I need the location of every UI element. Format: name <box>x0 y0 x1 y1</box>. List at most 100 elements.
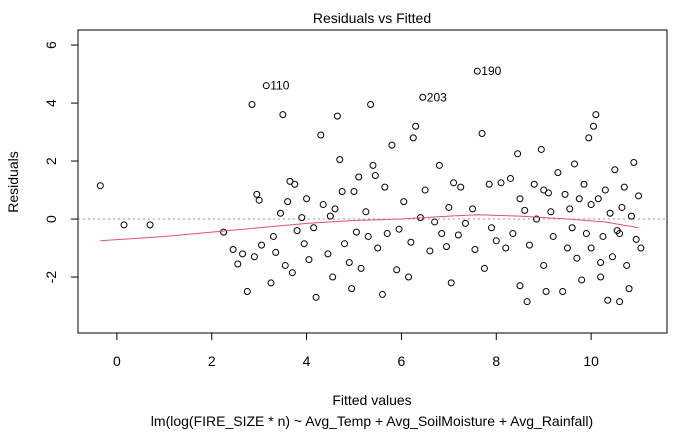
point <box>412 122 420 130</box>
point <box>431 218 439 226</box>
point <box>488 224 496 232</box>
point <box>248 101 256 109</box>
point <box>480 264 488 272</box>
point <box>473 67 481 75</box>
point <box>272 248 280 256</box>
x-tick-label: 6 <box>398 353 406 369</box>
point <box>352 228 360 236</box>
point <box>281 261 289 269</box>
point <box>383 230 391 238</box>
point <box>345 259 353 267</box>
point <box>229 245 237 253</box>
point <box>450 179 458 187</box>
point <box>362 208 370 216</box>
point <box>604 296 612 304</box>
y-tick-label: -2 <box>43 271 59 284</box>
point <box>388 141 396 149</box>
point <box>578 276 586 284</box>
point <box>587 244 595 252</box>
point <box>454 231 462 239</box>
point <box>540 186 548 194</box>
point <box>573 254 581 262</box>
point <box>279 111 287 119</box>
point <box>623 261 631 269</box>
point <box>616 298 624 306</box>
point <box>447 279 455 287</box>
x-tick-label: 2 <box>208 353 216 369</box>
point <box>635 192 643 200</box>
point <box>549 232 557 240</box>
point <box>357 264 365 272</box>
point <box>521 206 529 214</box>
point <box>250 253 258 261</box>
point <box>419 93 427 101</box>
point <box>338 188 346 196</box>
point <box>575 195 583 203</box>
point <box>348 285 356 293</box>
point <box>611 166 619 174</box>
point <box>393 266 401 274</box>
point <box>587 201 595 209</box>
point <box>563 244 571 252</box>
point-label: 190 <box>481 64 501 78</box>
point <box>326 212 334 220</box>
point <box>616 230 624 238</box>
point <box>497 179 505 187</box>
point-label: 203 <box>427 90 447 104</box>
point <box>445 203 453 211</box>
point <box>421 186 429 194</box>
point <box>533 215 541 223</box>
point <box>559 288 567 296</box>
point <box>580 180 588 188</box>
point <box>457 183 465 191</box>
point <box>606 209 614 217</box>
point <box>492 237 500 245</box>
point <box>509 230 517 238</box>
point <box>426 247 434 255</box>
point <box>637 244 645 252</box>
point <box>630 159 638 167</box>
point <box>319 201 327 209</box>
point <box>502 244 510 252</box>
point <box>485 180 493 188</box>
point <box>530 180 538 188</box>
point <box>329 273 337 281</box>
point <box>355 173 363 181</box>
point <box>239 250 247 258</box>
point <box>582 230 590 238</box>
point <box>461 219 469 227</box>
subtitle: lm(log(FIRE_SIZE * n) ~ Avg_Temp + Avg_S… <box>151 413 593 429</box>
point <box>407 238 415 246</box>
point <box>331 205 339 213</box>
point <box>442 243 450 251</box>
x-axis-label: Fitted values <box>332 392 411 408</box>
point <box>312 293 320 301</box>
point <box>336 156 344 164</box>
point <box>395 225 403 233</box>
point <box>571 160 579 168</box>
point <box>371 172 379 180</box>
point-label: 110 <box>270 79 289 93</box>
point <box>146 221 154 229</box>
point <box>627 212 635 220</box>
point <box>378 290 386 298</box>
point <box>262 82 270 90</box>
point <box>438 230 446 238</box>
x-tick-label: 10 <box>583 353 599 369</box>
point <box>478 130 486 138</box>
point <box>525 241 533 249</box>
y-tick-label: 4 <box>43 99 59 107</box>
point <box>381 183 389 191</box>
point <box>542 288 550 296</box>
point <box>253 190 261 198</box>
point <box>597 259 605 267</box>
point <box>120 221 128 229</box>
point <box>516 195 524 203</box>
point <box>625 285 633 293</box>
point <box>269 232 277 240</box>
point <box>267 279 275 287</box>
point <box>554 169 562 177</box>
y-axis-label: Residuals <box>5 151 21 212</box>
point <box>409 134 417 142</box>
